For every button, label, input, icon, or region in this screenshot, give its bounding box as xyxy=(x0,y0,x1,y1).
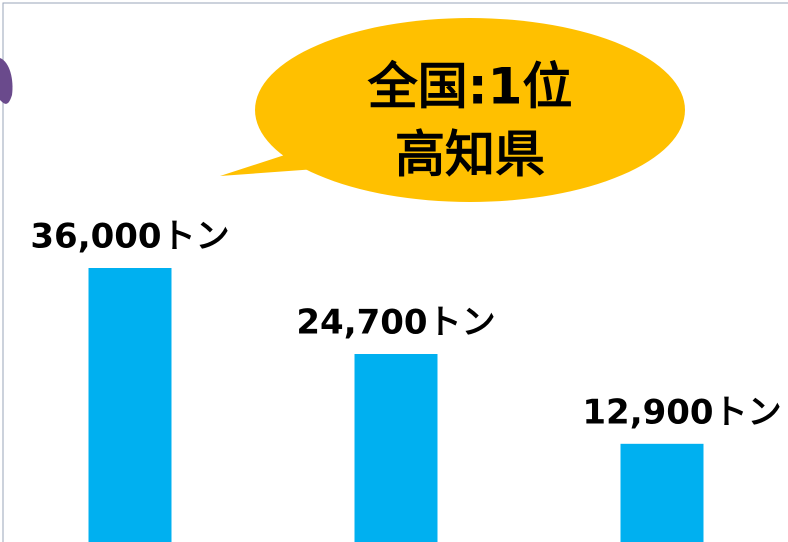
data-label: 24,700トン xyxy=(296,303,495,343)
data-label: 12,900トン xyxy=(582,392,781,432)
callout-text: 全国:1位 xyxy=(367,58,573,116)
callout-text: 高知県 xyxy=(395,126,545,184)
callout: 全国:1位 高知県 xyxy=(220,18,685,202)
bar xyxy=(88,268,172,542)
callout-bubble xyxy=(255,18,685,202)
bar xyxy=(354,354,438,542)
data-label: 36,000トン xyxy=(30,217,229,257)
bar xyxy=(620,443,704,542)
decoration xyxy=(0,58,13,104)
